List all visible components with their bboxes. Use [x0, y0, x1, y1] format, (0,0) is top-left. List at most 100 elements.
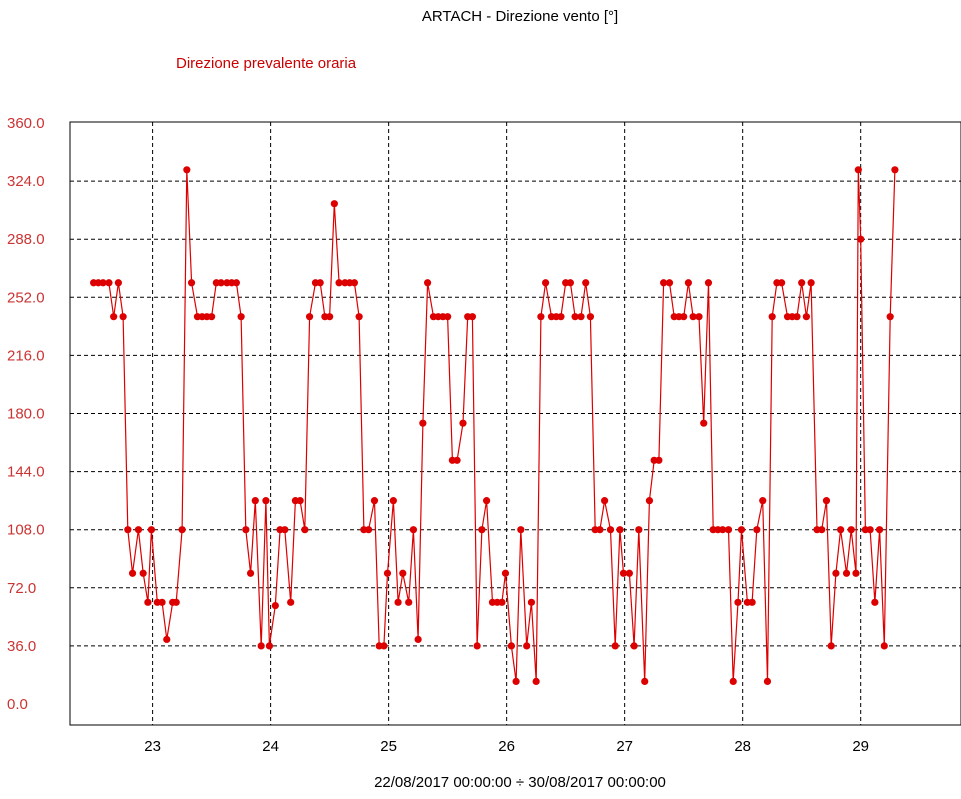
y-tick-label: 288.0 — [7, 231, 45, 248]
data-point — [641, 678, 648, 685]
data-point — [837, 526, 844, 533]
series-label: Direzione prevalente oraria — [176, 55, 357, 72]
data-point — [158, 599, 165, 606]
data-point — [778, 279, 785, 286]
data-point — [266, 642, 273, 649]
x-tick-label: 23 — [144, 738, 161, 755]
data-point — [459, 420, 466, 427]
data-point — [855, 166, 862, 173]
data-point — [557, 313, 564, 320]
data-point — [306, 313, 313, 320]
data-point — [769, 313, 776, 320]
data-point — [453, 457, 460, 464]
data-point — [242, 526, 249, 533]
data-point — [730, 678, 737, 685]
data-point — [384, 570, 391, 577]
data-point — [646, 497, 653, 504]
data-point — [852, 570, 859, 577]
data-point — [478, 526, 485, 533]
data-point — [394, 599, 401, 606]
grid-lines — [70, 122, 961, 725]
y-tick-label: 360.0 — [7, 115, 45, 132]
data-point — [331, 200, 338, 207]
data-point — [843, 570, 850, 577]
data-point — [635, 526, 642, 533]
data-point — [247, 570, 254, 577]
data-point — [601, 497, 608, 504]
data-point — [616, 526, 623, 533]
data-point — [848, 526, 855, 533]
data-point — [351, 279, 358, 286]
data-point — [317, 279, 324, 286]
y-tick-label: 36.0 — [7, 638, 36, 655]
data-point — [700, 420, 707, 427]
data-point — [680, 313, 687, 320]
data-point — [502, 570, 509, 577]
data-point — [272, 602, 279, 609]
data-point — [523, 642, 530, 649]
series-direzione-prevalente — [90, 166, 899, 685]
data-point — [764, 678, 771, 685]
data-point — [380, 642, 387, 649]
data-point — [188, 279, 195, 286]
data-point — [881, 642, 888, 649]
data-point — [110, 313, 117, 320]
data-point — [140, 570, 147, 577]
data-point — [173, 599, 180, 606]
data-point — [120, 313, 127, 320]
y-tick-label: 216.0 — [7, 347, 45, 364]
data-point — [444, 313, 451, 320]
data-point — [734, 599, 741, 606]
data-point — [567, 279, 574, 286]
data-point — [297, 497, 304, 504]
data-point — [876, 526, 883, 533]
data-point — [390, 497, 397, 504]
data-point — [725, 526, 732, 533]
data-point — [415, 636, 422, 643]
data-point — [135, 526, 142, 533]
data-point — [301, 526, 308, 533]
data-point — [666, 279, 673, 286]
data-point — [533, 678, 540, 685]
y-tick-label: 144.0 — [7, 464, 45, 481]
data-point — [528, 599, 535, 606]
data-point — [179, 526, 186, 533]
data-point — [517, 526, 524, 533]
data-point — [498, 599, 505, 606]
data-point — [163, 636, 170, 643]
data-point — [287, 599, 294, 606]
data-point — [326, 313, 333, 320]
x-axis-tick-labels: 23 24 25 26 27 28 29 — [144, 738, 869, 755]
data-point — [144, 599, 151, 606]
data-point — [233, 279, 240, 286]
x-tick-label: 26 — [498, 738, 515, 755]
data-point — [262, 497, 269, 504]
data-point — [124, 526, 131, 533]
data-point — [828, 642, 835, 649]
data-point — [577, 313, 584, 320]
data-point — [582, 279, 589, 286]
data-point — [808, 279, 815, 286]
y-tick-label: 324.0 — [7, 173, 45, 190]
x-tick-label: 25 — [380, 738, 397, 755]
data-point — [183, 166, 190, 173]
data-point — [405, 599, 412, 606]
data-point — [832, 570, 839, 577]
data-point — [410, 526, 417, 533]
data-point — [607, 526, 614, 533]
data-point — [793, 313, 800, 320]
y-tick-label: 180.0 — [7, 406, 45, 423]
data-point — [365, 526, 372, 533]
data-point — [508, 642, 515, 649]
data-point — [252, 497, 259, 504]
data-point — [596, 526, 603, 533]
data-point — [626, 570, 633, 577]
data-point — [867, 526, 874, 533]
data-point — [759, 497, 766, 504]
data-point — [469, 313, 476, 320]
data-point — [753, 526, 760, 533]
plot-frame — [70, 122, 961, 725]
data-point — [424, 279, 431, 286]
data-point — [655, 457, 662, 464]
